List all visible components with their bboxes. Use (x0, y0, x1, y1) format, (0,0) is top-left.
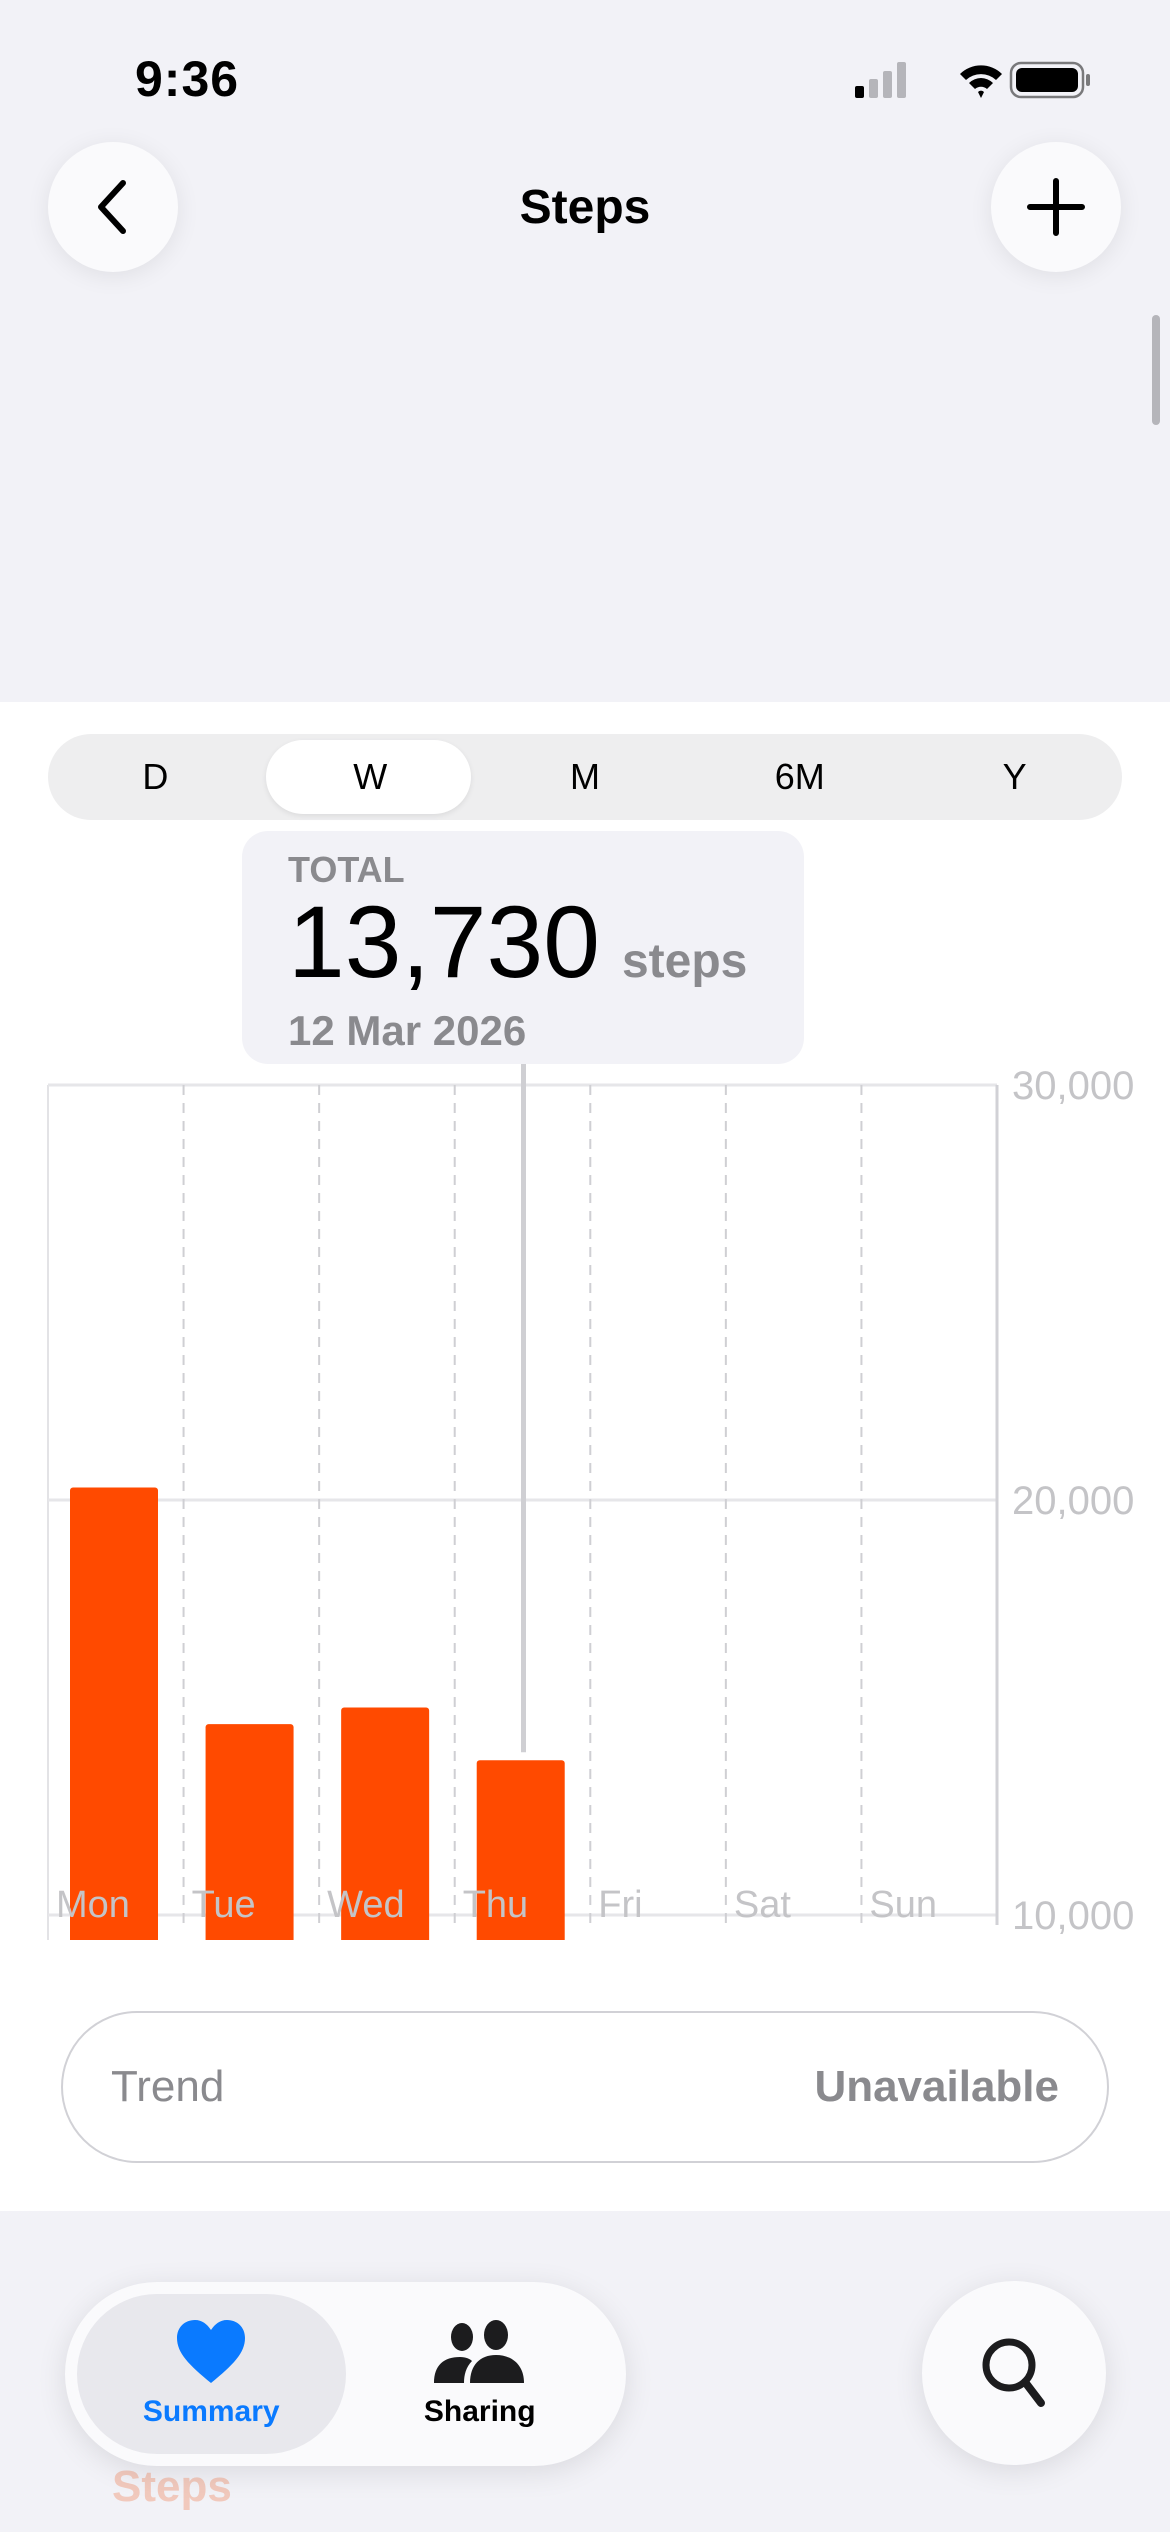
add-button[interactable] (991, 142, 1121, 272)
bar-tue (205, 1724, 294, 1940)
segment-selected-indicator (266, 740, 471, 814)
x-tick-label: Sat (734, 1884, 791, 1926)
search-button[interactable] (922, 2281, 1106, 2465)
x-tick-label: Wed (327, 1884, 404, 1926)
y-tick-label: 30,000 (1012, 1064, 1134, 1108)
people-icon (433, 2320, 524, 2383)
trend-value: Unavailable (814, 2062, 1059, 2111)
back-button[interactable] (48, 142, 178, 272)
x-tick-label: Mon (56, 1884, 130, 1926)
x-tick-label: Thu (463, 1884, 528, 1926)
x-tick-label: Fri (598, 1884, 642, 1926)
segment-6-months[interactable]: 6M (774, 756, 825, 797)
status-icons (855, 61, 1090, 99)
trend-label: Trend (111, 2062, 225, 2111)
selection-tooltip: TOTAL 13,730 steps 12 Mar 2026 (242, 831, 804, 1064)
segment-year[interactable]: Y (1002, 756, 1027, 797)
plus-icon (1027, 178, 1085, 236)
y-tick-label: 10,000 (1012, 1894, 1134, 1938)
chevron-left-icon (98, 180, 126, 234)
tab-label: Sharing (423, 2395, 536, 2428)
tab-bar: Summary Sharing (65, 2282, 626, 2466)
search-icon (982, 2338, 1045, 2407)
tooltip-label: TOTAL (288, 849, 405, 890)
bar-wed (341, 1707, 430, 1940)
tab-summary[interactable]: Summary (77, 2294, 346, 2454)
x-tick-label: Tue (192, 1884, 256, 1926)
battery-icon (1009, 61, 1090, 99)
segment-day[interactable]: D (142, 756, 169, 797)
status-time: 9:36 (135, 51, 240, 107)
tab-sharing[interactable]: Sharing (346, 2294, 615, 2454)
page-title: Steps (519, 181, 651, 234)
segment-month[interactable]: M (569, 756, 600, 797)
y-tick-label: 20,000 (1012, 1479, 1134, 1523)
bar-mon (70, 1487, 158, 1940)
tooltip-date: 12 Mar 2026 (288, 1007, 527, 1054)
ghost-steps-label: Steps (112, 2462, 232, 2511)
bar-thu (476, 1760, 565, 1940)
heart-icon (177, 2320, 246, 2383)
segment-week[interactable]: W (353, 756, 388, 797)
x-tick-label: Sun (869, 1884, 937, 1926)
cellular-icon (855, 62, 906, 98)
tooltip-unit: steps (621, 935, 748, 988)
trend-row[interactable]: Trend Unavailable (61, 2011, 1109, 2163)
scrollbar[interactable] (1152, 315, 1160, 425)
tooltip-value: 13,730 (288, 885, 600, 999)
wifi-icon (960, 65, 1002, 98)
segments: D W M 6M Y (48, 734, 1122, 820)
time-range-segmented-control (48, 734, 1122, 820)
tab-label: Summary (142, 2395, 280, 2428)
